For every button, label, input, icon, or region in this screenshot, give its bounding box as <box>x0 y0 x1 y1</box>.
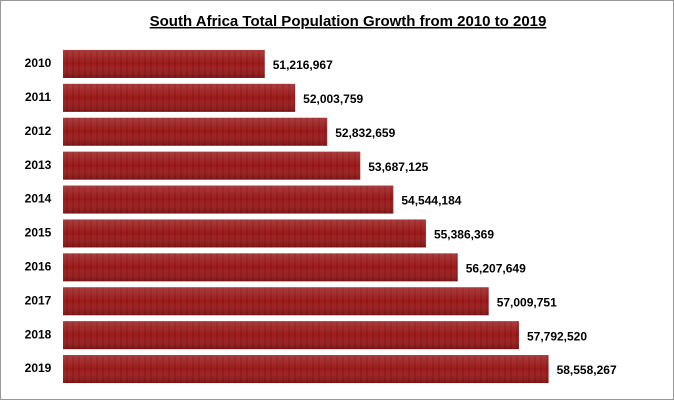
y-tick-label: 2014 <box>25 192 52 206</box>
y-tick-label: 2017 <box>25 293 52 307</box>
bar-shade <box>63 83 296 112</box>
bar-shade <box>63 287 489 316</box>
value-label: 55,386,369 <box>434 228 494 242</box>
y-tick-label: 2016 <box>25 260 52 274</box>
bar-shade <box>63 151 361 180</box>
value-label: 57,009,751 <box>497 295 557 309</box>
y-tick-label: 2012 <box>25 124 52 138</box>
bar-shade <box>63 49 265 78</box>
bar-shade <box>63 321 519 350</box>
chart-title: South Africa Total Population Growth fro… <box>150 13 547 30</box>
y-tick-label: 2015 <box>25 226 52 240</box>
value-label: 58,558,267 <box>557 363 617 377</box>
bar-shade <box>63 219 426 248</box>
bar-shade <box>63 117 328 146</box>
bar-shade <box>63 185 394 214</box>
y-tick-label: 2010 <box>25 56 52 70</box>
value-label: 56,207,649 <box>466 262 526 276</box>
y-tick-label: 2018 <box>25 327 52 341</box>
value-label: 52,003,759 <box>303 92 363 106</box>
y-tick-label: 2019 <box>25 361 52 375</box>
value-label: 54,544,184 <box>401 194 461 208</box>
value-label: 57,792,520 <box>527 329 587 343</box>
y-tick-label: 2013 <box>25 158 52 172</box>
y-tick-label: 2011 <box>25 90 51 104</box>
bar-shade <box>63 253 458 282</box>
value-label: 52,832,659 <box>335 126 395 140</box>
bar-shade <box>63 355 549 384</box>
value-label: 53,687,125 <box>368 160 428 174</box>
value-label: 51,216,967 <box>273 58 333 72</box>
